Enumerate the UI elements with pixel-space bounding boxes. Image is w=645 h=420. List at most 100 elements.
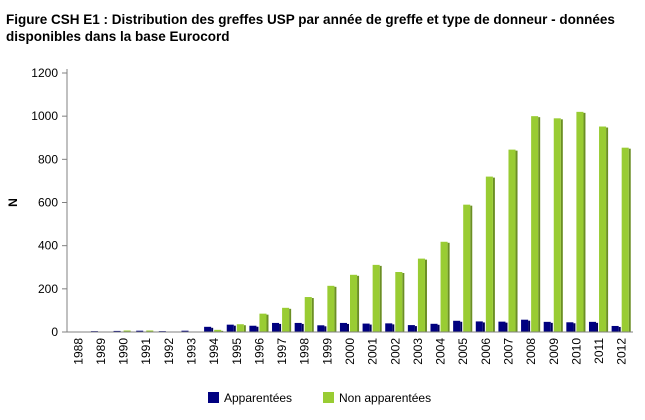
bar-shade bbox=[301, 323, 304, 332]
bar-apparentees bbox=[588, 321, 599, 332]
bar-face bbox=[249, 325, 257, 332]
bar-non-apparentees bbox=[440, 241, 450, 332]
x-tick-label: 2003 bbox=[411, 338, 425, 365]
bar-non-apparentees bbox=[553, 118, 563, 332]
y-tick-label: 400 bbox=[38, 239, 58, 253]
x-tick-label: 1996 bbox=[252, 338, 266, 365]
bar-face bbox=[181, 330, 189, 332]
bar-apparentees bbox=[226, 324, 236, 332]
bar-face bbox=[327, 285, 335, 332]
bar-face bbox=[304, 297, 312, 332]
x-tick-label: 2001 bbox=[366, 338, 380, 365]
bar-face bbox=[294, 322, 302, 332]
bar-face bbox=[282, 307, 290, 332]
bar-shade bbox=[596, 322, 599, 332]
bar-apparentees bbox=[249, 325, 259, 332]
bar-apparentees bbox=[453, 320, 463, 332]
bar-apparentees bbox=[362, 323, 372, 332]
x-tick-label: 1993 bbox=[185, 338, 199, 365]
bar-non-apparentees bbox=[304, 297, 314, 332]
bar-shade bbox=[289, 308, 292, 332]
bar-face bbox=[317, 325, 325, 332]
bar-face bbox=[372, 264, 380, 332]
bar-apparentees bbox=[498, 321, 508, 332]
bar-face bbox=[508, 149, 516, 332]
bar-face bbox=[453, 320, 461, 332]
bar-shade bbox=[233, 325, 236, 332]
bar-face bbox=[553, 118, 561, 332]
bar-apparentees bbox=[407, 325, 417, 332]
bar-shade bbox=[347, 323, 349, 332]
x-tick-label: 2004 bbox=[434, 338, 448, 365]
bar-face bbox=[576, 111, 584, 332]
bar-shade bbox=[583, 112, 586, 332]
bar-shade bbox=[311, 298, 314, 332]
bar-non-apparentees bbox=[508, 149, 518, 332]
x-tick-label: 1995 bbox=[230, 338, 244, 365]
bar-face bbox=[611, 325, 619, 332]
bar-face bbox=[417, 258, 425, 332]
bar-non-apparentees bbox=[395, 271, 405, 332]
bar-shade bbox=[279, 323, 282, 332]
bar-shade bbox=[515, 150, 518, 332]
bar-face bbox=[407, 325, 415, 332]
chart-title: Figure CSH E1 : Distribution des greffes… bbox=[6, 12, 615, 44]
bar-shade bbox=[392, 324, 395, 332]
bar-face bbox=[395, 271, 403, 332]
bar-shade bbox=[402, 272, 405, 332]
bar-face bbox=[362, 323, 370, 332]
x-tick-label: 2006 bbox=[479, 338, 493, 365]
bar-non-apparentees bbox=[214, 329, 224, 332]
y-axis-label: N bbox=[6, 198, 20, 207]
x-tick-label: 2009 bbox=[547, 338, 561, 365]
bar-apparentees bbox=[611, 325, 621, 332]
x-tick-label: 2005 bbox=[456, 338, 470, 365]
bar-non-apparentees bbox=[531, 116, 541, 333]
x-axis-ticks: 1988 1989 1990 1991 1992 1993 1994 1995 1996 1997… bbox=[71, 338, 628, 365]
bar-non-apparentees bbox=[621, 147, 631, 332]
x-tick-label: 2011 bbox=[592, 338, 606, 364]
bar-face bbox=[621, 147, 629, 332]
bar-non-apparentees bbox=[282, 307, 292, 332]
x-tick-label: 1994 bbox=[207, 338, 221, 365]
bar-shade bbox=[505, 322, 508, 332]
bar-face bbox=[531, 116, 539, 333]
x-tick-label: 2000 bbox=[343, 338, 357, 365]
bar-apparentees bbox=[272, 322, 282, 332]
bar-face bbox=[543, 321, 551, 332]
bar-non-apparentees bbox=[259, 313, 269, 332]
x-tick-label: 1991 bbox=[139, 338, 153, 365]
bar-face bbox=[259, 313, 267, 332]
bar-shade bbox=[424, 259, 427, 332]
bar-shade bbox=[492, 177, 495, 332]
bar-shade bbox=[437, 324, 440, 332]
bar-shade bbox=[324, 326, 327, 332]
bar-shade bbox=[369, 324, 372, 332]
x-tick-label: 1999 bbox=[320, 338, 334, 365]
x-tick-label: 2002 bbox=[388, 338, 402, 365]
bar-face bbox=[485, 176, 493, 332]
bar-shade bbox=[460, 321, 463, 332]
bar-apparentees bbox=[543, 321, 553, 332]
bar-non-apparentees bbox=[350, 274, 360, 332]
legend-label: Apparentées bbox=[224, 391, 292, 405]
bar-shade bbox=[357, 275, 360, 332]
bar-shade bbox=[606, 127, 609, 332]
y-tick-label: 800 bbox=[38, 152, 58, 166]
bar-shade bbox=[470, 205, 473, 332]
bar-face bbox=[136, 330, 144, 332]
legend: Apparentées Non apparentées bbox=[208, 391, 431, 405]
bar-apparentees bbox=[521, 319, 531, 332]
x-tick-label: 1988 bbox=[71, 338, 85, 365]
legend-swatch bbox=[323, 392, 334, 403]
bar-shade bbox=[618, 326, 621, 332]
bar-shade bbox=[550, 322, 553, 332]
legend-item: Apparentées bbox=[208, 391, 292, 405]
bar-apparentees bbox=[339, 322, 349, 332]
x-tick-label: 1990 bbox=[117, 338, 131, 365]
x-tick-label: 2007 bbox=[501, 338, 515, 365]
y-tick-label: 1000 bbox=[31, 109, 58, 123]
bar-non-apparentees bbox=[599, 126, 609, 332]
legend-label: Non apparentées bbox=[339, 391, 431, 405]
